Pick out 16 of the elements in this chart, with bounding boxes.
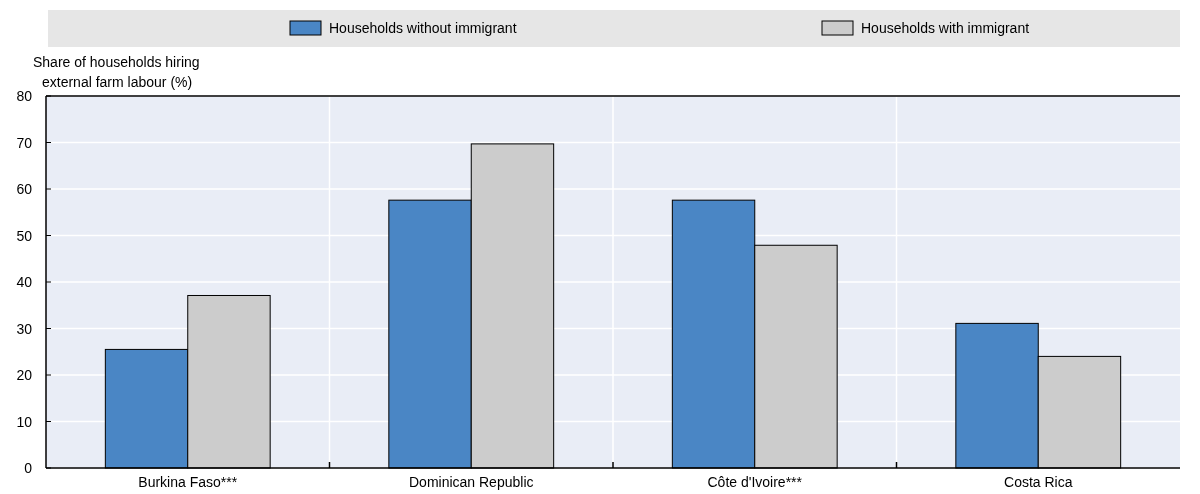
- x-tick-label: Dominican Republic: [408, 474, 534, 490]
- y-tick-label: 10: [16, 413, 33, 430]
- x-tick-label: Burkina Faso***: [138, 474, 238, 490]
- legend-label: Households without immigrant: [329, 20, 517, 36]
- x-tick-label: Costa Rica: [1004, 474, 1073, 490]
- y-tick-label: 80: [16, 88, 33, 104]
- y-tick-label: 0: [24, 460, 33, 476]
- y-axis-title: Share of households hiring external farm labour (%): [33, 54, 200, 90]
- y-tick-label: 30: [16, 320, 33, 337]
- y-tick-label: 40: [16, 274, 33, 290]
- y-tick-label: 70: [16, 134, 33, 151]
- y-tick-label: 60: [16, 181, 33, 197]
- y-tick-label: 50: [16, 227, 33, 244]
- legend-label: Households with immigrant: [861, 20, 1030, 36]
- x-tick-label: Côte d'Ivoire***: [707, 474, 803, 490]
- y-tick-label: 20: [16, 367, 33, 383]
